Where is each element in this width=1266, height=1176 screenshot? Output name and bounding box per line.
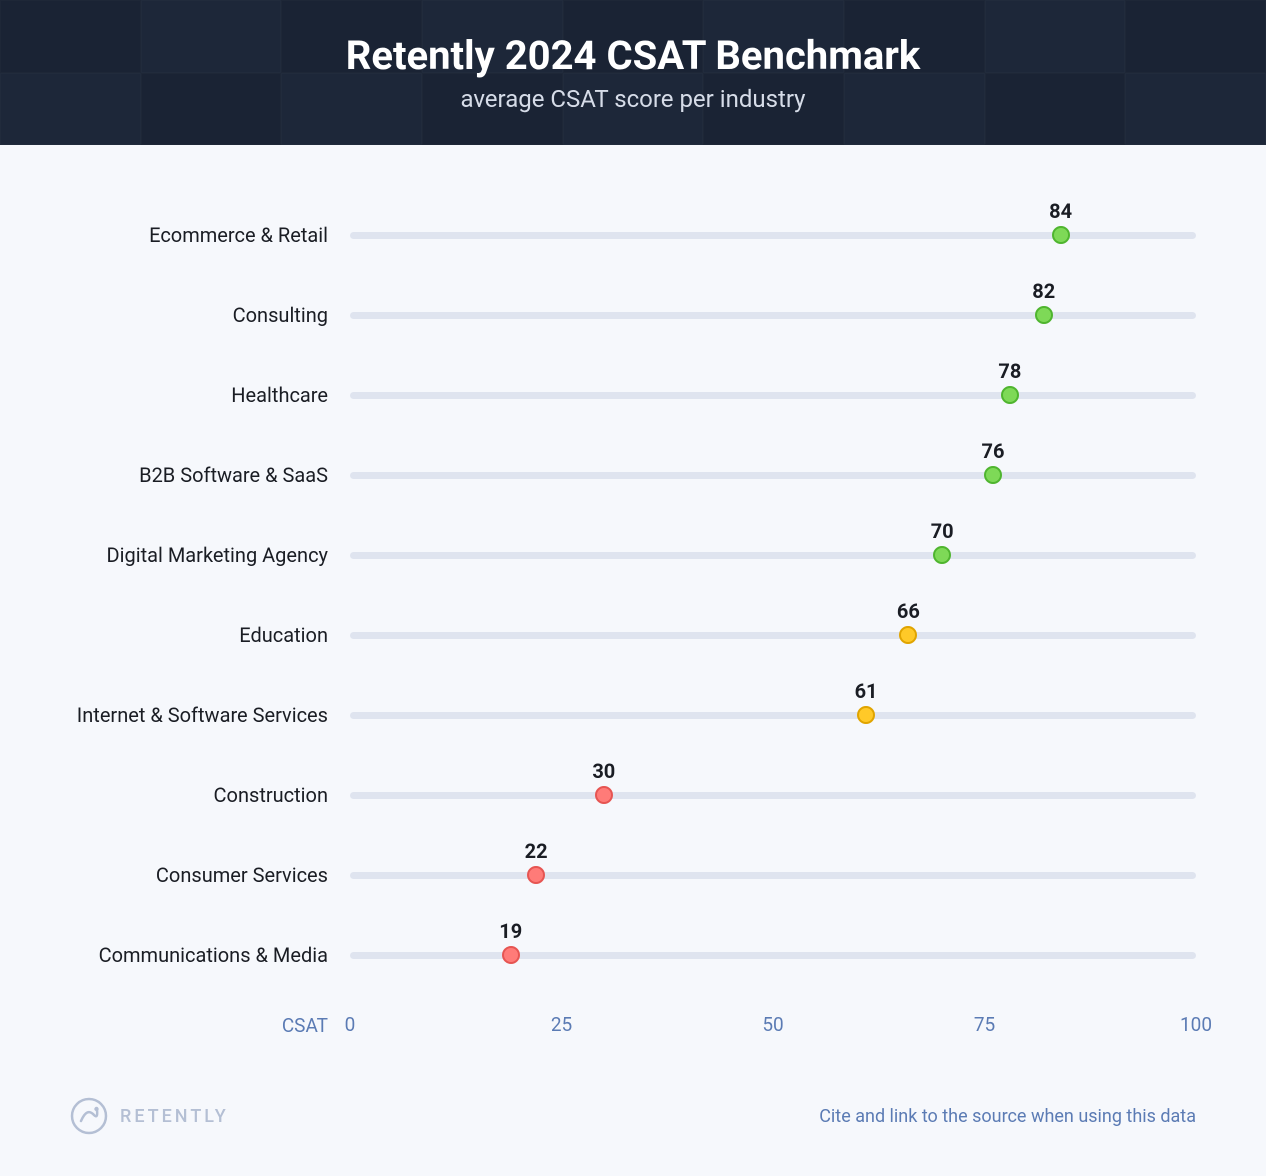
data-point-dot — [1035, 306, 1053, 324]
data-point-value: 66 — [897, 599, 920, 623]
row-label: Internet & Software Services — [70, 703, 350, 727]
brand-logo-icon — [70, 1097, 108, 1135]
row-track: 70 — [350, 515, 1196, 595]
header: Retently 2024 CSAT Benchmark average CSA… — [0, 0, 1266, 145]
chart-row: Construction 30 — [70, 755, 1196, 835]
footer: RETENTLY Cite and link to the source whe… — [0, 1066, 1266, 1176]
chart-title: Retently 2024 CSAT Benchmark — [346, 32, 921, 79]
data-point-value: 78 — [998, 359, 1021, 383]
data-point-dot — [1052, 226, 1070, 244]
chart-subtitle: average CSAT score per industry — [460, 85, 805, 113]
data-point-value: 76 — [981, 439, 1004, 463]
row-track: 66 — [350, 595, 1196, 675]
row-label: Digital Marketing Agency — [70, 543, 350, 567]
row-label: B2B Software & SaaS — [70, 463, 350, 487]
chart-rows: Ecommerce & Retail 84 Consulting 82 Healthca… — [70, 195, 1196, 995]
x-axis-tick: 100 — [1180, 1013, 1212, 1036]
data-point-value: 61 — [855, 679, 878, 703]
row-label: Healthcare — [70, 383, 350, 407]
data-point-value: 70 — [931, 519, 954, 543]
brand: RETENTLY — [70, 1097, 229, 1135]
citation-text: Cite and link to the source when using t… — [819, 1106, 1196, 1127]
chart-row: Consumer Services 22 — [70, 835, 1196, 915]
infographic-root: Retently 2024 CSAT Benchmark average CSA… — [0, 0, 1266, 1176]
row-track: 19 — [350, 915, 1196, 995]
x-axis-tick: 0 — [345, 1013, 356, 1036]
chart-row: B2B Software & SaaS 76 — [70, 435, 1196, 515]
x-axis-tick: 75 — [974, 1013, 995, 1036]
data-point-dot — [933, 546, 951, 564]
x-axis-tick: 50 — [762, 1013, 783, 1036]
data-point-dot — [595, 786, 613, 804]
row-track: 82 — [350, 275, 1196, 355]
row-label: Consulting — [70, 303, 350, 327]
row-label: Construction — [70, 783, 350, 807]
row-label: Consumer Services — [70, 863, 350, 887]
data-point-value: 22 — [525, 839, 548, 863]
row-track: 84 — [350, 195, 1196, 275]
row-track: 30 — [350, 755, 1196, 835]
x-axis-tick: 25 — [551, 1013, 572, 1036]
row-track: 76 — [350, 435, 1196, 515]
chart-row: Healthcare 78 — [70, 355, 1196, 435]
data-point-value: 84 — [1049, 199, 1072, 223]
chart-row: Ecommerce & Retail 84 — [70, 195, 1196, 275]
row-label: Education — [70, 623, 350, 647]
data-point-dot — [1001, 386, 1019, 404]
data-point-value: 30 — [592, 759, 615, 783]
chart-row: Internet & Software Services 61 — [70, 675, 1196, 755]
data-point-dot — [899, 626, 917, 644]
row-track: 61 — [350, 675, 1196, 755]
data-point-dot — [502, 946, 520, 964]
chart-row: Digital Marketing Agency 70 — [70, 515, 1196, 595]
data-point-value: 19 — [499, 919, 522, 943]
data-point-dot — [984, 466, 1002, 484]
chart-row: Communications & Media 19 — [70, 915, 1196, 995]
row-track: 78 — [350, 355, 1196, 435]
chart-row: Consulting 82 — [70, 275, 1196, 355]
data-point-dot — [857, 706, 875, 724]
data-point-value: 82 — [1032, 279, 1055, 303]
chart-row: Education 66 — [70, 595, 1196, 675]
x-axis-ticks: 0255075100 — [350, 1013, 1196, 1037]
chart-area: Ecommerce & Retail 84 Consulting 82 Healthca… — [0, 145, 1266, 1066]
x-axis-label: CSAT — [70, 1014, 350, 1037]
brand-name: RETENTLY — [120, 1106, 229, 1127]
data-point-dot — [527, 866, 545, 884]
x-axis: CSAT 0255075100 — [70, 1013, 1196, 1037]
row-track: 22 — [350, 835, 1196, 915]
row-label: Ecommerce & Retail — [70, 223, 350, 247]
row-label: Communications & Media — [70, 943, 350, 967]
